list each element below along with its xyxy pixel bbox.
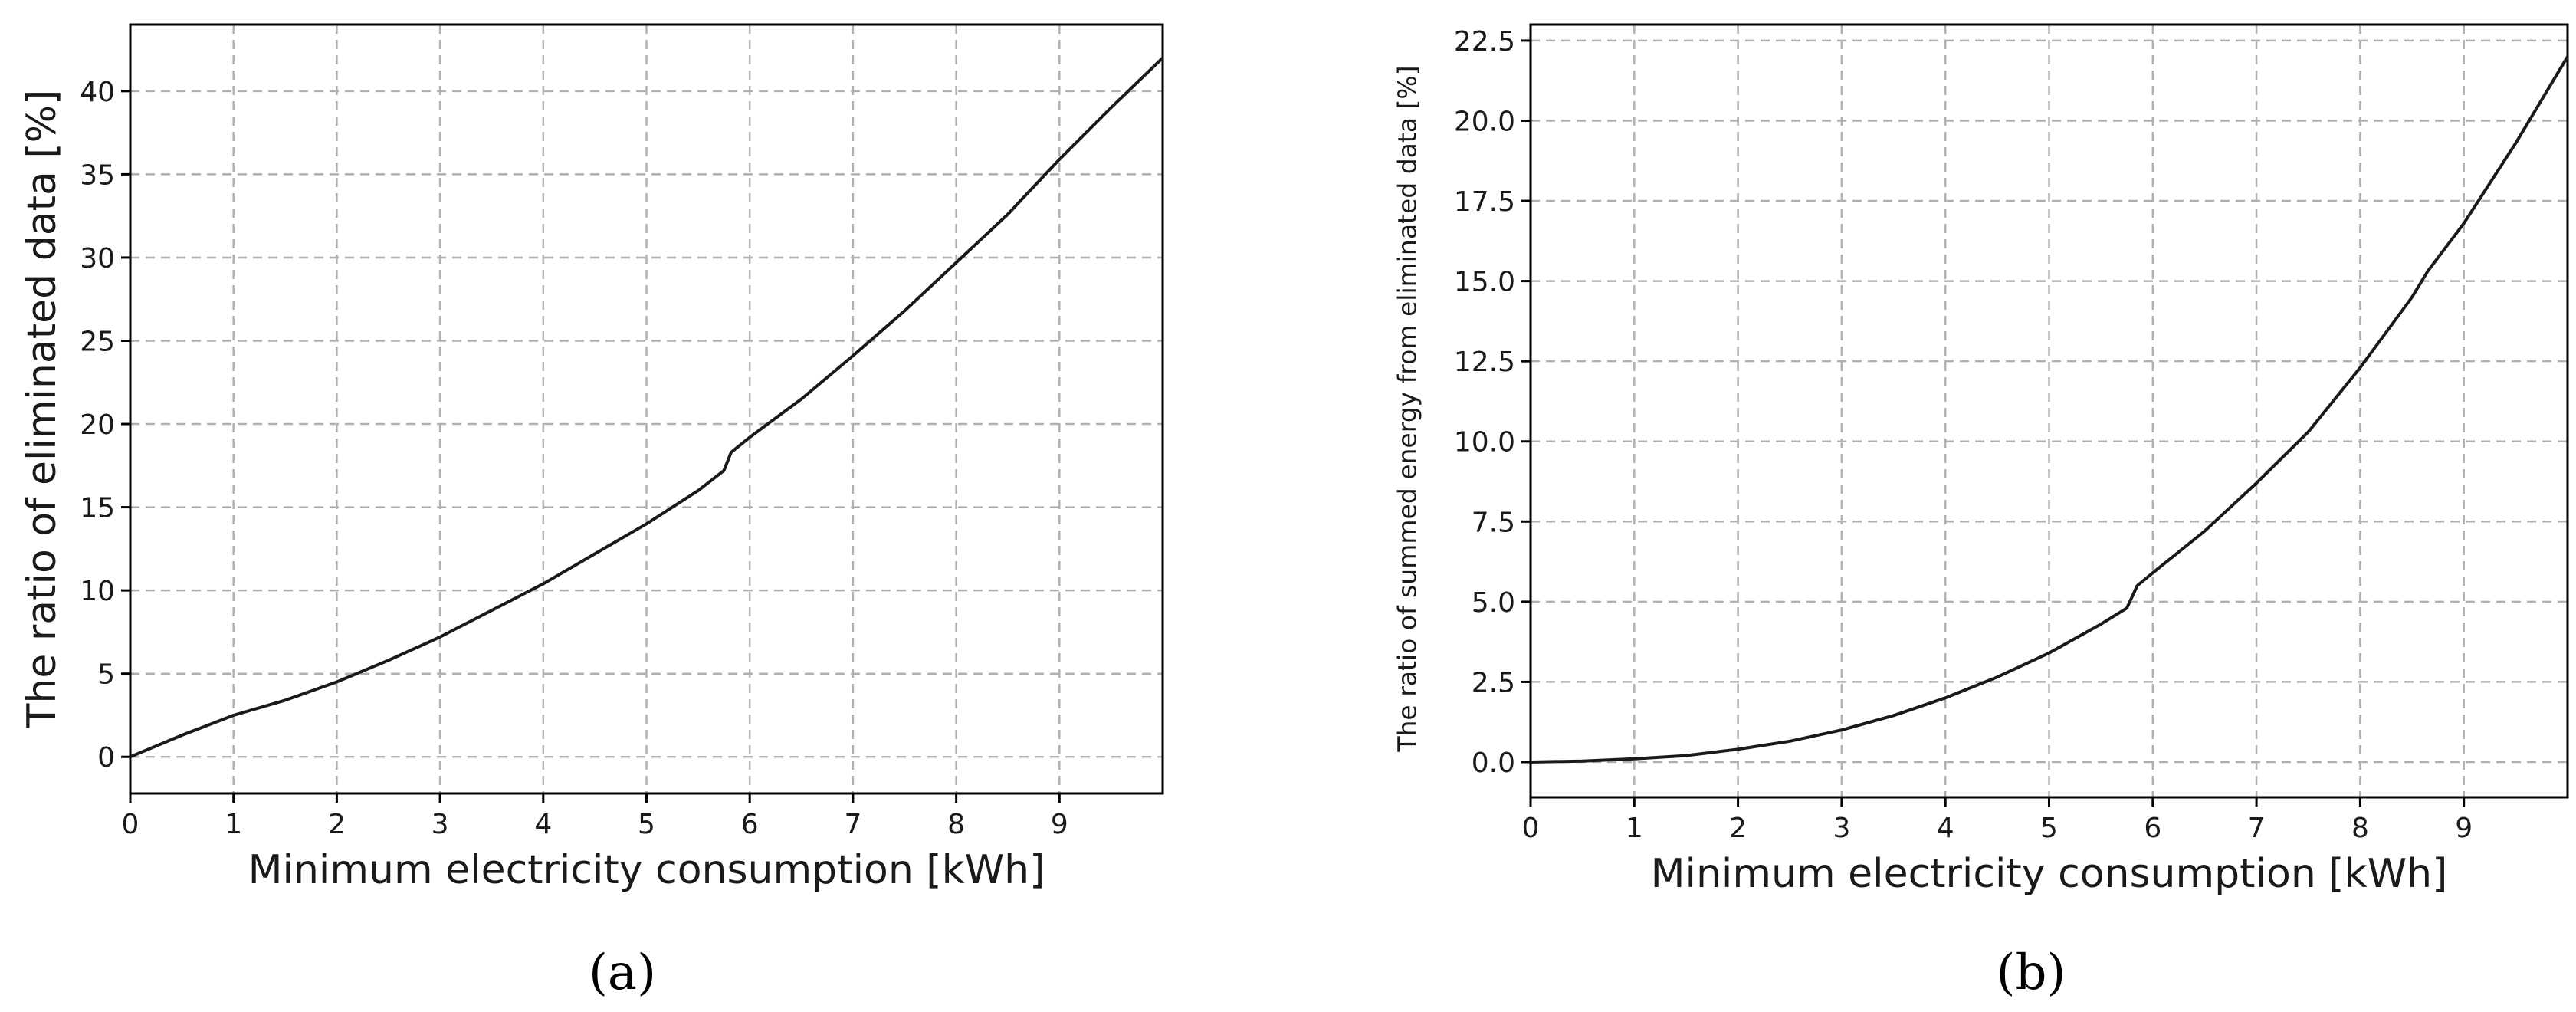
chart-a-x-tick-label: 7 — [844, 809, 861, 840]
chart-b-x-tick-label: 4 — [1937, 813, 1954, 844]
chart-b-y-tick-label: 0.0 — [1472, 748, 1515, 779]
chart-a-x-tick-label: 0 — [122, 809, 139, 840]
chart-b-caption: (b) — [1997, 945, 2066, 1001]
chart-b-y-tick-label: 5.0 — [1472, 587, 1515, 619]
chart-b-x-tick-label: 1 — [1626, 813, 1643, 844]
chart-a-y-tick-label: 20 — [80, 409, 115, 441]
chart-a-grid — [129, 25, 1163, 794]
chart-a-y-tick-label: 25 — [80, 326, 115, 357]
chart-b-y-tick-label: 10.0 — [1454, 427, 1515, 458]
chart-b-grid — [1529, 25, 2568, 797]
chart-b-x-tick-label: 7 — [2248, 813, 2266, 844]
chart-b-y-tick-label: 7.5 — [1472, 507, 1515, 538]
chart-a-y-tick-label: 40 — [80, 77, 115, 108]
chart-a-ticks: 0 1 2 3 4 5 6 7 8 9 0 5 10 15 20 25 30 35 40 — [80, 77, 1068, 840]
chart-b-y-tick-label: 22.5 — [1454, 26, 1515, 58]
chart-b-x-tick-label: 8 — [2351, 813, 2369, 844]
chart-a-y-tick-label: 30 — [80, 243, 115, 274]
chart-b-ticks: 0 1 2 3 4 5 6 7 8 9 0.0 2.5 5.0 7.5 10.0 12.5 15.0 17.5 20… — [1454, 26, 2473, 844]
chart-b-x-tick-label: 3 — [1833, 813, 1850, 844]
chart-a-x-tick-label: 9 — [1051, 809, 1068, 840]
chart-a-x-tick-label: 4 — [534, 809, 552, 840]
chart-b-y-tick-label: 15.0 — [1454, 267, 1515, 298]
chart-b-y-tick-label: 20.0 — [1454, 106, 1515, 137]
chart-a-y-tick-label: 5 — [97, 659, 115, 691]
chart-b-series-line — [1530, 55, 2569, 764]
chart-a-y-tick-label: 35 — [80, 159, 115, 191]
chart-b-x-tick-label: 6 — [2144, 813, 2161, 844]
chart-a-x-tick-label: 5 — [638, 809, 655, 840]
chart-b-y-tick-label: 17.5 — [1454, 186, 1515, 218]
chart-b: 0 1 2 3 4 5 6 7 8 9 0.0 2.5 5.0 7.5 10.0 12.5 15.0 17.5 20… — [1393, 23, 2569, 1001]
chart-a-x-tick-label: 6 — [741, 809, 759, 840]
chart-b-x-tick-label: 9 — [2455, 813, 2473, 844]
chart-a-series-line — [130, 56, 1164, 759]
chart-b-x-axis-label: Minimum electricity consumption [kWh] — [1651, 851, 2448, 897]
chart-a-x-tick-label: 3 — [432, 809, 449, 840]
chart-b-y-tick-label: 12.5 — [1454, 347, 1515, 378]
chart-a-x-tick-label: 8 — [947, 809, 965, 840]
chart-a-x-tick-label: 1 — [225, 809, 242, 840]
chart-b-x-tick-label: 5 — [2040, 813, 2058, 844]
chart-a-x-tick-label: 2 — [328, 809, 346, 840]
chart-b-x-tick-label: 2 — [1729, 813, 1747, 844]
chart-a-x-axis-label: Minimum electricity consumption [kWh] — [248, 847, 1045, 893]
chart-a-y-tick-label: 15 — [80, 493, 115, 524]
chart-b-x-tick-label: 0 — [1522, 813, 1540, 844]
chart-a-y-axis-label: The ratio of eliminated data [%] — [19, 90, 65, 729]
chart-b-y-tick-label: 2.5 — [1472, 667, 1515, 698]
chart-a: 0 1 2 3 4 5 6 7 8 9 0 5 10 15 20 25 30 35 40 Minimum elect… — [19, 23, 1164, 1001]
chart-a-caption: (a) — [589, 945, 656, 1001]
chart-b-y-axis-label: The ratio of summed energy from eliminat… — [1393, 65, 1423, 752]
chart-a-y-tick-label: 10 — [80, 576, 115, 607]
chart-a-y-tick-label: 0 — [97, 742, 115, 774]
